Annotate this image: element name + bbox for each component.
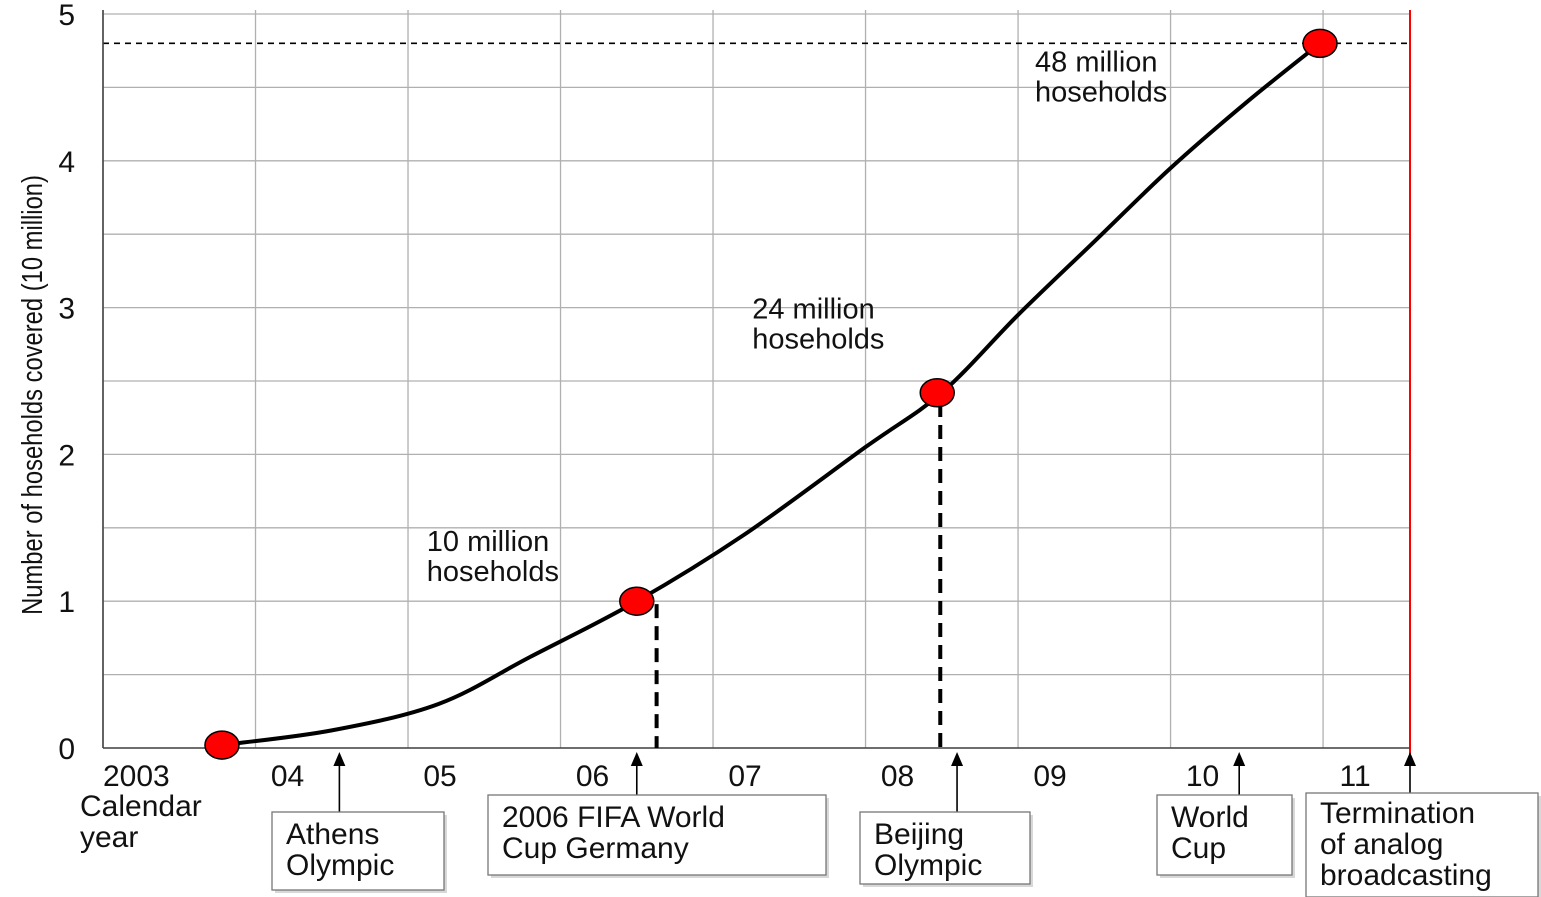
y-tick-label: 5 <box>58 0 75 32</box>
reference-layer <box>103 10 1411 756</box>
x-tick-label: 2003 <box>103 760 170 793</box>
x-axis-title: Calendar <box>80 790 202 823</box>
y-tick-label: 1 <box>58 586 75 619</box>
coverage-line <box>221 41 1322 748</box>
axes-layer: 0 1 2 3 4 5 Number of hoseholds covered (10 mi… <box>16 0 1410 854</box>
x-tick-label: 08 <box>881 760 914 793</box>
event-box <box>487 794 827 876</box>
x-tick-label: 11 <box>1339 760 1370 793</box>
x-tick-label: 04 <box>271 760 304 793</box>
event-label: Termination <box>1320 797 1475 830</box>
milestone-marker <box>919 377 955 408</box>
milestone-label: hoseholds <box>752 324 884 356</box>
x-tick-label: 09 <box>1033 760 1066 793</box>
milestone-marker <box>204 730 240 760</box>
event-label: Olympic <box>874 849 982 882</box>
event-arrowhead <box>1233 752 1246 766</box>
event-arrowhead <box>1404 752 1416 766</box>
event-label: Athens <box>286 818 379 851</box>
milestone-label: hoseholds <box>1035 76 1167 108</box>
event-label: Cup <box>1171 832 1226 865</box>
y-tick-label: 4 <box>58 146 75 179</box>
event-arrowhead <box>630 752 643 766</box>
grid-layer <box>102 10 1410 749</box>
milestone-label: 48 million <box>1035 46 1158 78</box>
series-layer <box>221 41 1322 748</box>
event-box <box>1305 792 1539 897</box>
event-box <box>271 811 445 891</box>
x-tick-label: 06 <box>576 760 609 793</box>
event-box <box>859 811 1031 885</box>
event-box <box>1156 794 1293 876</box>
event-label: of analog <box>1320 828 1443 861</box>
milestone-marker <box>1302 28 1338 59</box>
y-tick-label: 3 <box>58 293 75 326</box>
milestone-label: 10 million <box>427 526 550 558</box>
y-axis-title: Number of hoseholds covered (10 million) <box>16 175 49 615</box>
milestone-marker <box>619 586 655 616</box>
milestone-label: hoseholds <box>427 556 559 588</box>
event-arrowhead <box>333 752 346 766</box>
marker-layer <box>204 28 1338 760</box>
x-axis-title: year <box>80 821 138 854</box>
milestone-label: 24 million <box>752 294 875 326</box>
x-tick-label: 10 <box>1186 760 1219 793</box>
x-tick-label: 05 <box>423 760 456 793</box>
event-label: Olympic <box>286 849 394 882</box>
event-label: 2006 FIFA World <box>502 801 725 834</box>
event-label: World <box>1171 801 1249 834</box>
event-label: broadcasting <box>1320 859 1492 892</box>
dropline-layer <box>654 403 943 748</box>
event-label: Beijing <box>874 818 964 851</box>
x-tick-label: 07 <box>728 760 761 793</box>
event-arrowhead <box>951 752 964 766</box>
y-tick-label: 2 <box>58 439 75 472</box>
y-tick-label: 0 <box>58 733 75 766</box>
event-label: Cup Germany <box>502 832 689 865</box>
